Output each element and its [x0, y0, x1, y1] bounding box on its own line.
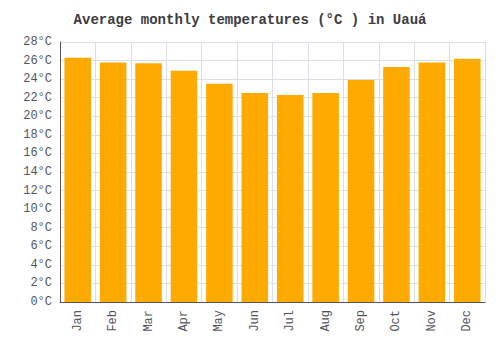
svg-text:24°C: 24°C — [23, 72, 52, 86]
svg-text:16°C: 16°C — [23, 146, 52, 160]
svg-text:Sep: Sep — [354, 310, 368, 332]
svg-text:14°C: 14°C — [23, 165, 52, 179]
svg-text:May: May — [212, 310, 226, 332]
svg-text:12°C: 12°C — [23, 184, 52, 198]
svg-text:Average monthly temperatures (: Average monthly temperatures (°C ) in Ua… — [74, 12, 427, 28]
svg-text:26°C: 26°C — [23, 54, 52, 68]
svg-text:8°C: 8°C — [30, 221, 52, 235]
svg-text:28°C: 28°C — [23, 35, 52, 49]
svg-text:18°C: 18°C — [23, 128, 52, 142]
svg-text:4°C: 4°C — [30, 258, 52, 272]
svg-text:Jan: Jan — [71, 310, 85, 332]
svg-text:2°C: 2°C — [30, 276, 52, 290]
svg-text:Aug: Aug — [319, 310, 333, 332]
svg-text:Feb: Feb — [106, 310, 120, 332]
svg-text:Mar: Mar — [142, 310, 156, 332]
svg-text:Jul: Jul — [283, 310, 297, 332]
svg-text:0°C: 0°C — [30, 295, 52, 309]
svg-text:Oct: Oct — [389, 310, 403, 332]
svg-text:6°C: 6°C — [30, 239, 52, 253]
svg-text:10°C: 10°C — [23, 202, 52, 216]
svg-text:Nov: Nov — [425, 310, 439, 332]
svg-text:20°C: 20°C — [23, 109, 52, 123]
svg-text:22°C: 22°C — [23, 91, 52, 105]
svg-text:Jun: Jun — [248, 310, 262, 332]
svg-text:Dec: Dec — [460, 310, 474, 332]
svg-text:Apr: Apr — [177, 310, 191, 332]
